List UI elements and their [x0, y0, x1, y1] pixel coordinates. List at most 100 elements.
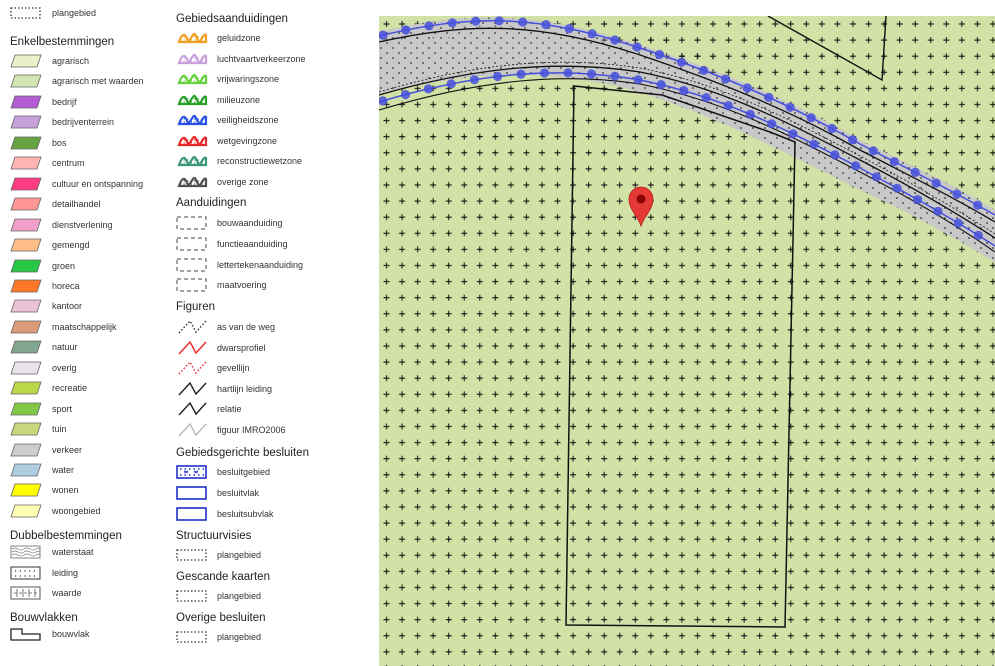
- legend-header-gebiedsaanduidingen: Gebiedsaanduidingen: [176, 13, 288, 25]
- zone-dot: [764, 92, 774, 102]
- zone-dot: [677, 57, 687, 67]
- legend-item: bedrijf: [10, 93, 77, 111]
- legend-item-label: gevellijn: [217, 363, 250, 374]
- parallelogram-swatch-icon: [10, 320, 42, 334]
- blue-rect-icon: [176, 506, 208, 521]
- legend-item: plangebied: [176, 546, 261, 564]
- zone-dot: [723, 101, 733, 111]
- black-line-lower-1: [379, 65, 995, 239]
- zone-dot: [494, 16, 504, 26]
- legend-item-label: bos: [52, 137, 67, 148]
- legend-item-label: dienstverlening: [52, 219, 113, 230]
- zone-dot: [767, 119, 777, 129]
- legend-item-label: bouwaanduiding: [217, 218, 283, 228]
- legend-item-label: natuur: [52, 342, 78, 353]
- legend-item: groen: [10, 257, 75, 275]
- road-dot-pattern: [379, 17, 995, 262]
- parallelogram-swatch-icon: [10, 54, 42, 68]
- zone-dot: [785, 102, 795, 112]
- zone-pattern-icon: [176, 31, 208, 45]
- legend-header-aanduidingen: Aanduidingen: [176, 197, 247, 209]
- zone-dot: [541, 20, 551, 30]
- legend-item-label: maatvoering: [217, 280, 267, 291]
- legend-item: dwarsprofiel: [176, 339, 266, 357]
- legend-item: plangebied: [176, 628, 261, 646]
- legend-item: horeca: [10, 277, 80, 295]
- zone-dot: [868, 146, 879, 156]
- legend-item: bos: [10, 134, 67, 152]
- map-view[interactable]: [379, 16, 995, 666]
- legend-item: besluitvlak: [176, 484, 259, 502]
- zone-dot: [788, 129, 798, 139]
- line-figure-icon: [176, 402, 208, 416]
- zone-dot: [518, 17, 528, 27]
- bouwvlak-outline-icon: [10, 627, 42, 641]
- zone-dot: [424, 21, 434, 31]
- legend-item: bedrijventerrein: [10, 113, 114, 131]
- legend-item: bouwvlak: [10, 625, 90, 643]
- parallelogram-swatch-icon: [10, 402, 42, 416]
- blue-dotted-box-icon: [176, 465, 208, 479]
- legend-header-structuurvisies: Structuurvisies: [176, 530, 252, 542]
- blue-rect-icon: [176, 485, 208, 500]
- parallelogram-swatch-icon: [10, 463, 42, 477]
- legend-item-label: bedrijventerrein: [52, 117, 115, 128]
- parallelogram-swatch-icon: [10, 340, 42, 354]
- legend-item-label: cultuur en ontspanning: [52, 178, 144, 189]
- legend-item-label: bedrijf: [52, 96, 77, 107]
- zone-dot: [610, 71, 620, 81]
- legend-item: besluitsubvlak: [176, 505, 274, 523]
- zone-dot: [632, 42, 642, 52]
- parallelogram-swatch-icon: [10, 361, 42, 375]
- legend-item: cultuur en ontspanning: [10, 175, 143, 193]
- legend-item-label: groen: [52, 260, 76, 271]
- zone-dot: [379, 96, 388, 106]
- legend-item: wetgevingzone: [176, 132, 277, 150]
- legend-item-label: wetgevingzone: [217, 135, 278, 146]
- legend-item-label: hartlijn leiding: [217, 383, 273, 394]
- legend-item: kantoor: [10, 297, 82, 315]
- legend-item-label: maatschappelijk: [52, 321, 117, 332]
- legend-item: recreatie: [10, 379, 87, 397]
- legend-item: veiligheidszone: [176, 111, 279, 129]
- road-plus-pattern-overlay: [379, 25, 720, 78]
- legend-item: luchtvaartverkeerzone: [176, 50, 306, 68]
- legend-item-label: agrarisch: [52, 56, 90, 66]
- legend-item: maatschappelijk: [10, 318, 117, 336]
- legend-item: figuur IMRO2006: [176, 421, 286, 439]
- legend-item: bouwaanduiding: [176, 214, 283, 232]
- zone-dot: [851, 161, 861, 171]
- zone-dot: [516, 69, 526, 79]
- zone-dot: [563, 68, 573, 78]
- legend-item-label: waterstaat: [52, 547, 94, 557]
- legend-item-label: vrijwaringszone: [217, 74, 280, 84]
- legend-item-plangebied-top: plangebied: [10, 4, 96, 22]
- parallelogram-swatch-icon: [10, 299, 42, 313]
- legend-header-gescande-kaarten: Gescande kaarten: [176, 571, 270, 583]
- legend-item-label: gemengd: [52, 240, 90, 251]
- map-pin-icon[interactable]: [628, 186, 654, 228]
- zone-dot: [610, 35, 620, 45]
- legend-item-label: tuin: [52, 424, 67, 435]
- zone-dot: [745, 109, 755, 119]
- legend-item: agrarisch: [10, 52, 89, 70]
- zone-pattern-icon: [176, 93, 208, 107]
- parallelogram-swatch-icon: [10, 504, 42, 518]
- zone-dot: [871, 172, 882, 182]
- legend-panel: plangebied Enkelbestemmingen Dubbelbeste…: [0, 0, 370, 666]
- legend-item-label: lettertekenaanduiding: [217, 259, 304, 270]
- legend-item: natuur: [10, 338, 78, 356]
- legend-item-label: sport: [52, 403, 73, 414]
- legend-item: milieuzone: [176, 91, 260, 109]
- zone-dot: [913, 195, 923, 205]
- parallelogram-swatch-icon: [10, 259, 42, 273]
- zone-dot: [973, 230, 983, 240]
- dotted-rect-icon: [176, 630, 208, 644]
- legend-item-label: waarde: [52, 588, 82, 598]
- legend-item: sport: [10, 400, 72, 418]
- parallelogram-swatch-icon: [10, 95, 42, 109]
- legend-item: water: [10, 461, 74, 479]
- legend-item-label: as van de weg: [217, 322, 276, 332]
- wave-pattern-icon: [10, 545, 42, 559]
- black-line-lower-2: [379, 61, 995, 235]
